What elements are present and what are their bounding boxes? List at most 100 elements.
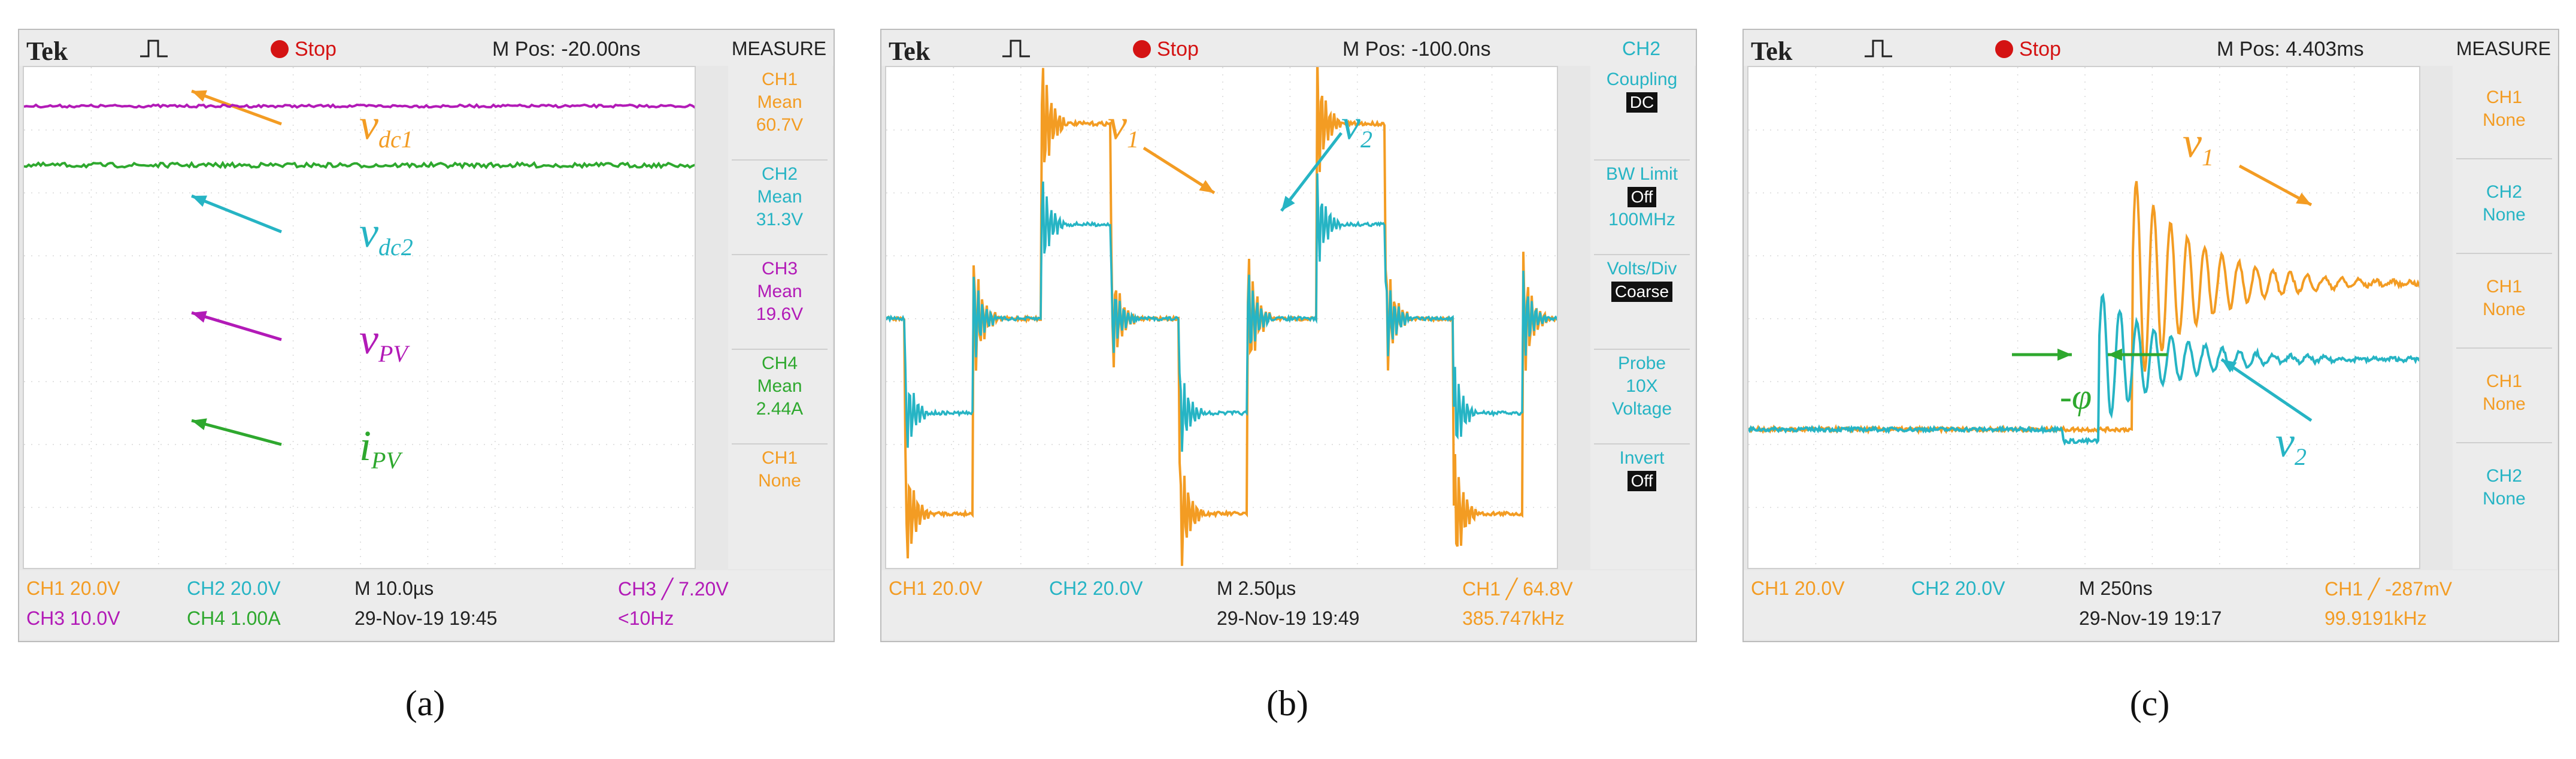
label-v1: v1	[1108, 101, 1139, 153]
graticule-a: vdc1 vdc2 vPV iPV	[23, 66, 696, 569]
measure-ch: CH1	[761, 69, 798, 89]
menu-extra: 100MHz	[1608, 210, 1675, 229]
measure-value: 60.7V	[756, 115, 804, 135]
stop-status: Stop	[2019, 38, 2061, 61]
measure-value: 19.6V	[756, 304, 804, 324]
graticule-b: v1 v2	[885, 66, 1558, 569]
measure-kind: None	[2483, 489, 2526, 509]
tek-logo: Tek	[889, 37, 931, 66]
menu-title: BW Limit	[1606, 164, 1678, 184]
timebase: M 250ns	[2079, 577, 2153, 599]
measure-value: 2.44A	[756, 399, 804, 419]
frequency-readout: 385.747kHz	[1462, 607, 1565, 629]
arrow-i_PV	[191, 418, 282, 446]
measure-ch2-mean[interactable]: CH2 Mean 31.3V	[732, 163, 828, 255]
measure-ch: CH1	[2486, 371, 2522, 391]
series-v2	[1748, 292, 2419, 446]
panel-label-c: (c)	[2129, 684, 2170, 723]
m-pos-readout: M Pos: -20.00ns	[492, 38, 641, 61]
tek-logo: Tek	[26, 37, 68, 66]
measure-kind: None	[2483, 110, 2526, 130]
measure-ch: CH2	[2486, 466, 2522, 486]
grid	[24, 67, 695, 568]
stop-icon	[271, 40, 289, 58]
trigger-readout: CH1 ╱ 64.8V	[1462, 578, 1573, 600]
measure-ch1-mean[interactable]: CH1 Mean 60.7V	[732, 68, 828, 161]
timebase: M 2.50µs	[1217, 577, 1296, 599]
arrow-v1	[1142, 146, 1216, 195]
measure-panel-a: CH1 Mean 60.7V CH2 Mean 31.3V CH3 Mean 1…	[728, 66, 832, 569]
measure-value: 31.3V	[756, 210, 804, 229]
ch1-scale: CH1 20.0V	[889, 577, 983, 599]
timebase: M 10.0µs	[354, 577, 434, 599]
measure-kind: Mean	[757, 376, 802, 396]
measure-kind: None	[2483, 300, 2526, 319]
arrow-v2	[2220, 358, 2313, 422]
label-v2: v2	[2275, 418, 2307, 470]
measure-kind: None	[2483, 394, 2526, 414]
timestamp: 29-Nov-19 19:45	[354, 607, 498, 629]
measure-ch: CH1	[2486, 87, 2522, 107]
menu-title: Volts/Div	[1607, 259, 1677, 279]
m-pos-readout: M Pos: -100.0ns	[1342, 38, 1491, 61]
coupling-menu[interactable]: Coupling DC	[1594, 68, 1690, 161]
probe-menu[interactable]: Probe 10X Voltage	[1594, 352, 1690, 444]
scope-footer-a: CH1 20.0V CH2 20.0V CH3 10.0V CH4 1.00A …	[19, 570, 834, 640]
menu-badge: Coarse	[1611, 282, 1673, 302]
measure-kind: Mean	[757, 92, 802, 112]
bw-limit-menu[interactable]: BW Limit Off 100MHz	[1594, 163, 1690, 255]
pulse-icon	[1865, 40, 1892, 58]
menu-title: MEASURE	[2456, 38, 2551, 59]
arrow-v_dc2	[191, 194, 282, 234]
measure-ch3-mean[interactable]: CH3 Mean 19.6V	[732, 258, 828, 350]
panel-label-b: (b)	[1266, 684, 1308, 723]
ch2-scale: CH2 20.0V	[187, 577, 281, 599]
arrow-phase-left	[2012, 348, 2072, 361]
measure-slot-2[interactable]: CH2 None	[2456, 163, 2552, 254]
arrow-v1	[2238, 164, 2313, 207]
measure-slot-3[interactable]: CH1 None	[2456, 258, 2552, 349]
invert-menu[interactable]: Invert Off	[1594, 447, 1690, 538]
ch3-scale: CH3 10.0V	[26, 607, 120, 629]
menu-title: Invert	[1619, 448, 1665, 468]
label-v1: v1	[2183, 119, 2214, 171]
volts-div-menu[interactable]: Volts/Div Coarse	[1594, 258, 1690, 350]
grid	[1748, 67, 2419, 568]
label-i_PV: iPV	[359, 422, 403, 474]
measure-ch: CH4	[761, 353, 798, 373]
measure-ch: CH1	[761, 448, 798, 468]
measure-ch: CH2	[2486, 182, 2522, 202]
tek-logo: Tek	[1751, 37, 1793, 66]
measure-slot-5[interactable]: CH2 None	[2456, 447, 2552, 538]
measure-ch: CH2	[761, 164, 798, 184]
menu-extra: 10X Voltage	[1611, 376, 1672, 419]
menu-title: Coupling	[1606, 69, 1678, 89]
trigger-readout: CH3 ╱ 7.20V	[618, 578, 729, 600]
measure-ch4-mean[interactable]: CH4 Mean 2.44A	[732, 352, 828, 444]
frequency-readout: <10Hz	[618, 607, 674, 629]
ch1-scale: CH1 20.0V	[1751, 577, 1845, 599]
scope-panel-b: Tek Stop M Pos: -100.0ns CH2 v1 v2 Coupli…	[880, 29, 1697, 642]
arrow-v_PV	[191, 311, 282, 341]
timestamp: 29-Nov-19 19:17	[2079, 607, 2222, 629]
measure-slot-4[interactable]: CH1 None	[2456, 352, 2552, 443]
measure-slot-1[interactable]: CH1 None	[2456, 68, 2552, 159]
measure-ch: CH1	[2486, 277, 2522, 297]
scope-footer-b: CH1 20.0V CH2 20.0V M 2.50µs 29-Nov-19 1…	[881, 570, 1696, 640]
label-v_PV: vPV	[359, 315, 410, 367]
menu-title: CH2	[1622, 38, 1660, 59]
menu-title: MEASURE	[731, 38, 827, 59]
measure-ch1-none[interactable]: CH1 None	[732, 447, 828, 538]
menu-badge: DC	[1626, 92, 1658, 113]
graticule-c: v1 v2 -φ	[1747, 66, 2420, 569]
trigger-readout: CH1 ╱ -287mV	[2325, 578, 2453, 600]
pulse-icon	[1002, 40, 1030, 58]
arrow-v2	[1280, 132, 1342, 212]
timestamp: 29-Nov-19 19:49	[1217, 607, 1360, 629]
measure-ch: CH3	[761, 259, 798, 279]
scope-panel-c: Tek Stop M Pos: 4.403ms MEASURE v1 v2 -φ C…	[1742, 29, 2559, 642]
measure-kind: Mean	[757, 187, 802, 207]
arrow-phase-right	[2108, 348, 2168, 361]
ch1-scale: CH1 20.0V	[26, 577, 120, 599]
ch2-menu-panel: Coupling DC BW Limit Off 100MHz Volts/Di…	[1590, 66, 1695, 569]
